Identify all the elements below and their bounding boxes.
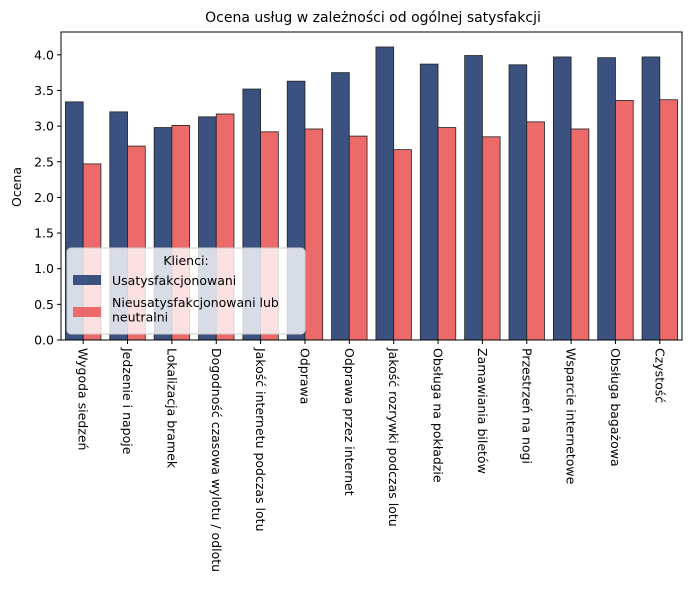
bar-1-10 — [526, 121, 545, 341]
x-tick-label-5: Odprawa — [297, 348, 312, 404]
y-tick-label-0: 0.0 — [34, 333, 54, 348]
legend-box — [66, 247, 306, 335]
bar-0-8 — [419, 63, 439, 341]
legend: Klienci: Usatysfakcjonowani Nieusatysfak… — [66, 247, 306, 335]
x-tick-label-7: Jakość rozrywki podczas lotu — [386, 347, 401, 527]
chart-title: Ocena usług w zależności od ogólnej saty… — [205, 10, 541, 26]
x-tick-label-3: Dogodność czasowa wylotu / odlotu — [209, 348, 224, 572]
bar-1-11 — [570, 128, 590, 341]
bar-0-9 — [464, 55, 483, 341]
x-tick-label-2: Lokalizacja bramek — [164, 348, 179, 469]
x-tick-label-9: Zamawiania biletów — [475, 348, 490, 474]
bar-0-10 — [508, 64, 528, 341]
y-axis: 0.0 0.5 1.0 1.5 2.0 2.5 3.0 3.5 4.0 — [34, 47, 61, 348]
x-tick-label-10: Przestrzeń na nogi — [519, 348, 534, 464]
y-tick-label-6: 3.0 — [34, 119, 54, 134]
y-tick-label-3: 1.5 — [34, 226, 54, 241]
bar-1-9 — [481, 136, 501, 341]
y-tick-label-5: 2.5 — [34, 154, 54, 169]
bar-0-12 — [597, 57, 616, 341]
legend-swatch-1 — [73, 307, 101, 317]
y-axis-label: Ocena — [9, 167, 24, 207]
bar-1-12 — [615, 100, 634, 341]
bar-1-13 — [659, 99, 678, 341]
legend-label-1: Nieusatysfakcjonowani lub neutralni — [112, 295, 279, 325]
x-tick-label-11: Wsparcie internetowe — [564, 348, 579, 485]
y-tick-label-2: 1.0 — [34, 261, 54, 276]
x-tick-label-6: Odprawa przez internet — [342, 348, 357, 496]
legend-title: Klienci: — [163, 253, 208, 268]
bar-0-13 — [641, 56, 661, 341]
plot-frame — [60, 31, 683, 341]
x-tick-label-13: Czystość — [652, 348, 667, 403]
y-tick-label-4: 2.0 — [34, 190, 54, 205]
x-tick-label-4: Jakość internetu podczas lotu — [253, 347, 268, 532]
x-tick-label-8: Obsługa na pokładzie — [431, 348, 446, 483]
bar-1-6 — [348, 135, 368, 341]
x-axis: Wygoda siedzeń Jedzenie i napoje Lokalizac… — [76, 340, 667, 572]
bar-0-6 — [331, 72, 350, 341]
bar-1-5 — [304, 128, 324, 341]
bar-1-7 — [393, 149, 412, 341]
y-tick-label-7: 3.5 — [34, 83, 54, 98]
bar-0-7 — [375, 46, 395, 341]
y-tick-label-1: 0.5 — [34, 297, 54, 312]
x-tick-label-0: Wygoda siedzeń — [76, 348, 91, 450]
legend-swatch-0 — [73, 275, 101, 285]
y-tick-label-8: 4.0 — [34, 47, 54, 62]
bar-1-8 — [437, 127, 457, 341]
x-tick-label-1: Jedzenie i napoje — [120, 347, 135, 455]
x-tick-label-12: Obsługa bagażowa — [608, 348, 623, 467]
legend-label-0: Usatysfakcjonowani — [112, 273, 236, 288]
bar-0-11 — [552, 56, 572, 341]
